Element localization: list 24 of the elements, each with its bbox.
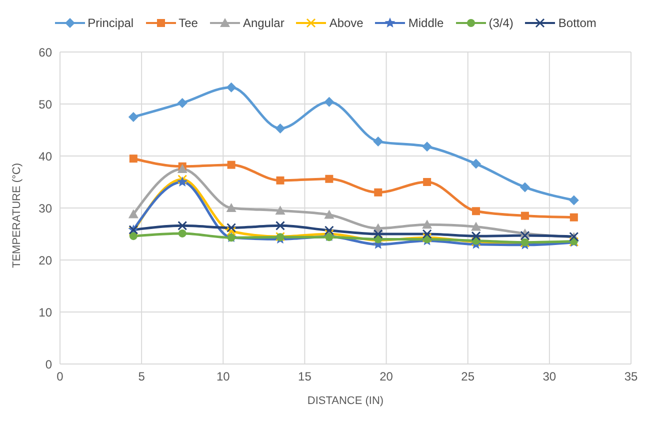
x-axis-title: DISTANCE (IN): [307, 395, 384, 407]
y-tick-label: 0: [45, 357, 52, 372]
legend-label: Middle: [407, 16, 444, 30]
x-tick-label: 25: [461, 370, 475, 384]
legend-label: Angular: [242, 16, 284, 30]
x-tick-label: 15: [298, 370, 312, 384]
legend-label: Tee: [178, 16, 198, 30]
legend-label: Bottom: [557, 16, 596, 30]
x-tick-label: 20: [380, 370, 394, 384]
x-tick-label: 35: [624, 370, 638, 384]
x-tick-label: 5: [138, 370, 146, 384]
y-tick-label: 10: [38, 305, 52, 320]
y-axis-title: TEMPERATURE (°C): [10, 162, 23, 268]
y-tick-label: 50: [38, 97, 52, 112]
x-tick-label: 30: [542, 370, 556, 384]
legend-label: Principal: [86, 16, 134, 30]
legend-label: (3/4): [488, 16, 514, 30]
x-tick-label: 0: [56, 370, 64, 384]
y-tick-label: 30: [38, 201, 52, 216]
y-tick-label: 60: [38, 45, 52, 60]
x-tick-label: 10: [216, 370, 230, 384]
legend-label: Above: [328, 16, 364, 30]
y-tick-label: 20: [38, 253, 52, 268]
y-tick-label: 40: [38, 149, 52, 164]
